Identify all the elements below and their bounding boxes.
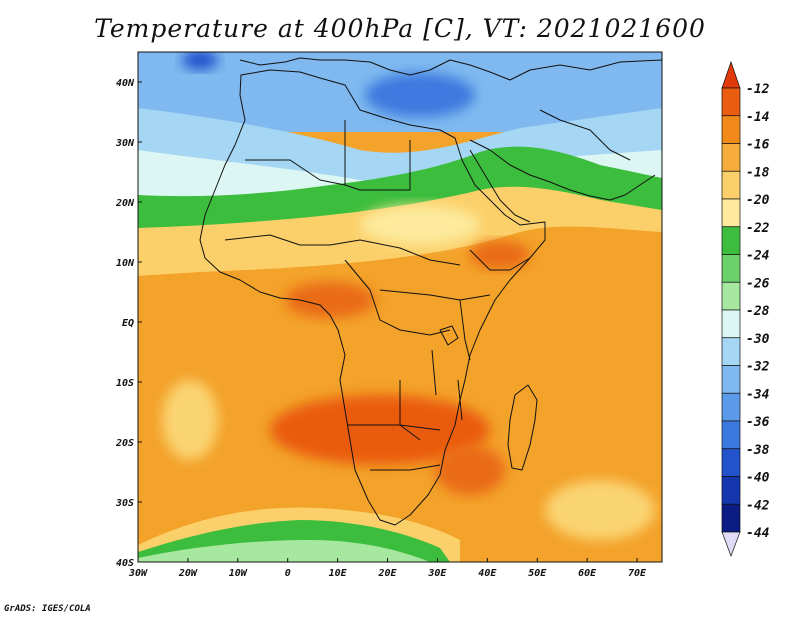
- map-title: Temperature at 400hPa [C], VT: 202102160…: [94, 14, 706, 43]
- y-tick-label: EQ: [122, 318, 134, 329]
- colorbar-swatch: [721, 337, 741, 366]
- band-green-north: [138, 146, 662, 238]
- colorbar-bottom-arrow: [721, 531, 741, 557]
- x-tick-label: 60E: [578, 568, 597, 579]
- x-tick-label: 40E: [478, 568, 497, 579]
- colorbar-swatch: [721, 448, 741, 477]
- colorbar-swatch: [721, 87, 741, 117]
- colorbar-label: -18: [746, 165, 770, 180]
- border-sahel: [224, 234, 461, 266]
- y-tick-label: 40S: [116, 558, 134, 569]
- border-central-2: [379, 289, 491, 301]
- colorbar-swatch: [721, 254, 741, 283]
- y-tick-label: 20S: [115, 438, 134, 449]
- hotspot-southeast: [435, 445, 505, 495]
- border-south-2: [370, 464, 441, 471]
- border-south-3: [399, 380, 421, 441]
- colorbar-label: -32: [746, 360, 770, 375]
- africa-coastline: [199, 69, 546, 526]
- plot-frame: [137, 51, 663, 563]
- x-tick-label: 30E: [427, 568, 447, 579]
- colorbar-swatch: [721, 198, 741, 228]
- colorbar: -12 -14 -16 -18 -20 -22 -24 -26 -28 -30 -32 -34 -36 -…: [721, 60, 770, 557]
- colorbar-swatch: [721, 281, 741, 311]
- band-lightgreen-south: [138, 540, 430, 562]
- y-tick-label: 20N: [115, 198, 135, 209]
- hotspot-east-africa: [470, 241, 530, 269]
- colorbar-swatch: [721, 365, 741, 394]
- arabia-coastline: [469, 139, 656, 201]
- warm-patch-indian-ocean: [545, 480, 655, 540]
- y-tick-label: 10S: [116, 378, 134, 389]
- border-horn: [469, 249, 531, 271]
- y-tick-label: 30S: [115, 498, 134, 509]
- colorbar-label: -40: [746, 471, 770, 486]
- red-sea-coast: [469, 149, 531, 223]
- colorbar-label: -24: [746, 249, 770, 264]
- x-tick-label: 20E: [377, 568, 397, 579]
- colorbar-swatch: [721, 503, 741, 533]
- x-tick-label: 20W: [178, 568, 198, 579]
- colorbar-swatch: [721, 143, 741, 172]
- colorbar-swatch: [721, 226, 741, 255]
- colorbar-label: -30: [746, 332, 770, 347]
- lake-malawi: [457, 379, 463, 421]
- y-tick-label: 40N: [116, 78, 135, 89]
- x-tick-label: 0: [285, 568, 291, 579]
- warm-patch-north-africa: [360, 205, 480, 245]
- temperature-field: [138, 52, 662, 562]
- colorbar-label: -36: [746, 415, 770, 430]
- colorbar-label: -22: [746, 221, 770, 236]
- colorbar-label: -42: [746, 498, 770, 513]
- colorbar-top-arrow: [721, 60, 741, 89]
- hotspot-southern-africa: [270, 395, 490, 465]
- x-tick-label: 10W: [229, 568, 248, 579]
- lake-victoria: [439, 325, 459, 346]
- colorbar-label: -14: [746, 110, 770, 125]
- y-tick-label: 30N: [115, 138, 135, 149]
- x-axis-ticks: 30W 20W 10W 0 10E 20E 30E 40E 50E 60E 70E: [128, 558, 647, 579]
- colorbar-swatch: [721, 115, 741, 144]
- x-tick-label: 70E: [628, 568, 647, 579]
- lake-tanganyika: [431, 349, 437, 396]
- x-tick-label: 50E: [528, 568, 547, 579]
- colorbar-swatch: [721, 420, 741, 450]
- colorbar-swatch: [721, 476, 741, 505]
- coastlines: [199, 57, 662, 526]
- warm-patch-south-atlantic: [162, 380, 218, 460]
- colorbar-swatch: [721, 170, 741, 200]
- colorbar-label: -44: [746, 526, 770, 541]
- y-tick-label: 10N: [116, 258, 135, 269]
- cold-core-atlantic: [182, 52, 218, 70]
- colorbar-label: -26: [746, 276, 770, 291]
- x-tick-label: 30W: [128, 568, 148, 579]
- grads-credit: GrADS: IGES/COLA: [4, 604, 91, 614]
- border-middle-east: [539, 109, 631, 161]
- y-axis-ticks: 40N 30N 20N 10N EQ 10S 20S 30S 40S: [115, 78, 142, 569]
- colorbar-label: -12: [746, 82, 770, 97]
- colorbar-swatch: [721, 309, 741, 339]
- europe-coastline: [239, 57, 662, 81]
- hotspot-west-africa: [285, 282, 375, 318]
- colorbar-label: -28: [746, 304, 770, 319]
- colorbar-label: -34: [746, 387, 770, 402]
- x-tick-label: 10E: [329, 568, 348, 579]
- colorbar-label: -38: [746, 443, 770, 458]
- colorbar-label: -16: [746, 138, 770, 153]
- colorbar-swatch: [721, 392, 741, 422]
- border-east: [459, 299, 471, 361]
- madagascar: [507, 384, 538, 471]
- border-central: [344, 259, 451, 336]
- cold-core-mediterranean: [365, 73, 475, 117]
- colorbar-label: -20: [746, 193, 770, 208]
